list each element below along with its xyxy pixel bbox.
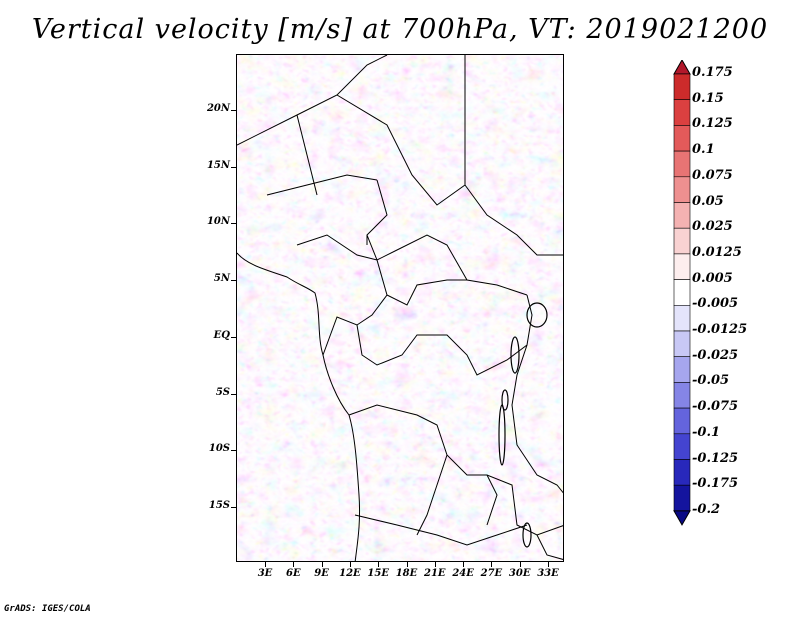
colorbar-label: 0.15 — [692, 90, 724, 106]
lon-label: 15E — [367, 568, 389, 579]
lat-label: 5N — [213, 273, 230, 285]
lat-tick — [231, 166, 236, 168]
colorbar-label: -0.0125 — [692, 322, 748, 337]
colorbar-label: -0.05 — [692, 373, 730, 389]
colorbar-segment — [673, 150, 691, 178]
grads-credit: GrADS: IGES/COLA — [4, 604, 91, 614]
lat-tick — [231, 336, 236, 338]
lat-tick — [231, 506, 236, 508]
colorbar-label: -0.125 — [692, 450, 739, 466]
colorbar-label: -0.175 — [692, 476, 739, 492]
lon-label: 24E — [452, 568, 474, 579]
colorbar-label: -0.2 — [692, 501, 721, 517]
lon-tick — [349, 562, 351, 567]
colorbar-segment — [673, 279, 691, 306]
colorbar-label: -0.1 — [692, 424, 721, 440]
lat-tick — [231, 450, 236, 452]
lat-label: 10S — [208, 443, 230, 455]
lon-label: 30E — [508, 568, 531, 579]
colorbar-label: 0.175 — [692, 65, 733, 80]
colorbar-top-arrow — [673, 60, 691, 75]
colorbar — [673, 60, 691, 526]
lon-label: 9E — [314, 568, 329, 579]
lon-tick — [519, 562, 521, 567]
lat-tick — [231, 223, 236, 225]
colorbar-bottom-arrow — [673, 510, 691, 526]
lon-label: 6E — [286, 568, 301, 579]
plot-title: Vertical velocity [m/s] at 700hPa, VT: 2… — [31, 14, 769, 45]
colorbar-label: -0.005 — [692, 296, 739, 312]
colorbar-label: 0.1 — [692, 142, 715, 158]
lon-label: 12E — [339, 568, 361, 579]
lon-label: 3E — [257, 568, 273, 579]
colorbar-label: -0.075 — [692, 399, 739, 415]
lon-tick — [265, 562, 266, 567]
lon-label: 27E — [480, 568, 503, 579]
lat-label: EQ — [213, 329, 230, 341]
lon-label: 33E — [537, 568, 559, 579]
colorbar-segment — [673, 305, 691, 332]
lon-tick — [548, 562, 549, 567]
colorbar-segment — [673, 459, 691, 486]
lon-tick — [321, 562, 323, 567]
colorbar-label: 0.025 — [692, 219, 733, 235]
colorbar-segment — [673, 484, 691, 512]
lat-tick — [231, 393, 236, 395]
colorbar-segment — [673, 407, 691, 435]
velocity-shading-detail — [237, 55, 563, 561]
lat-label: 20N — [206, 103, 230, 114]
lat-tick — [231, 280, 236, 282]
lat-label: 5S — [215, 386, 230, 398]
lon-tick — [434, 562, 436, 567]
colorbar-label: 0.05 — [692, 193, 724, 209]
colorbar-segment — [673, 73, 691, 101]
colorbar-label: 0.125 — [692, 116, 733, 132]
colorbar-segment — [673, 125, 691, 152]
country-borders — [237, 55, 563, 561]
colorbar-label: -0.025 — [692, 347, 739, 363]
lat-label: 10N — [206, 216, 230, 228]
lon-tick — [378, 562, 380, 567]
lat-label: 15N — [206, 159, 230, 171]
colorbar-segment — [673, 176, 691, 203]
lon-tick — [491, 562, 493, 567]
lat-label: 15S — [208, 499, 230, 511]
lon-tick — [463, 562, 465, 567]
lon-tick — [293, 562, 295, 567]
colorbar-label: 0.0125 — [692, 244, 742, 260]
lakes — [498, 302, 548, 548]
colorbar-segment — [673, 433, 691, 460]
map-panel — [236, 54, 564, 562]
colorbar-segment — [673, 382, 691, 409]
colorbar-segment — [673, 253, 691, 280]
colorbar-segment — [673, 227, 691, 255]
lon-tick — [406, 562, 408, 567]
colorbar-segment — [673, 330, 691, 358]
velocity-field-map — [237, 55, 563, 561]
colorbar-label: 0.075 — [692, 167, 733, 183]
colorbar-segment — [673, 356, 691, 383]
lon-label: 21E — [424, 568, 446, 579]
lon-label: 18E — [395, 568, 418, 579]
lat-tick — [231, 110, 236, 111]
colorbar-segment — [673, 202, 691, 229]
colorbar-segment — [673, 99, 691, 126]
colorbar-label: 0.005 — [692, 270, 733, 286]
